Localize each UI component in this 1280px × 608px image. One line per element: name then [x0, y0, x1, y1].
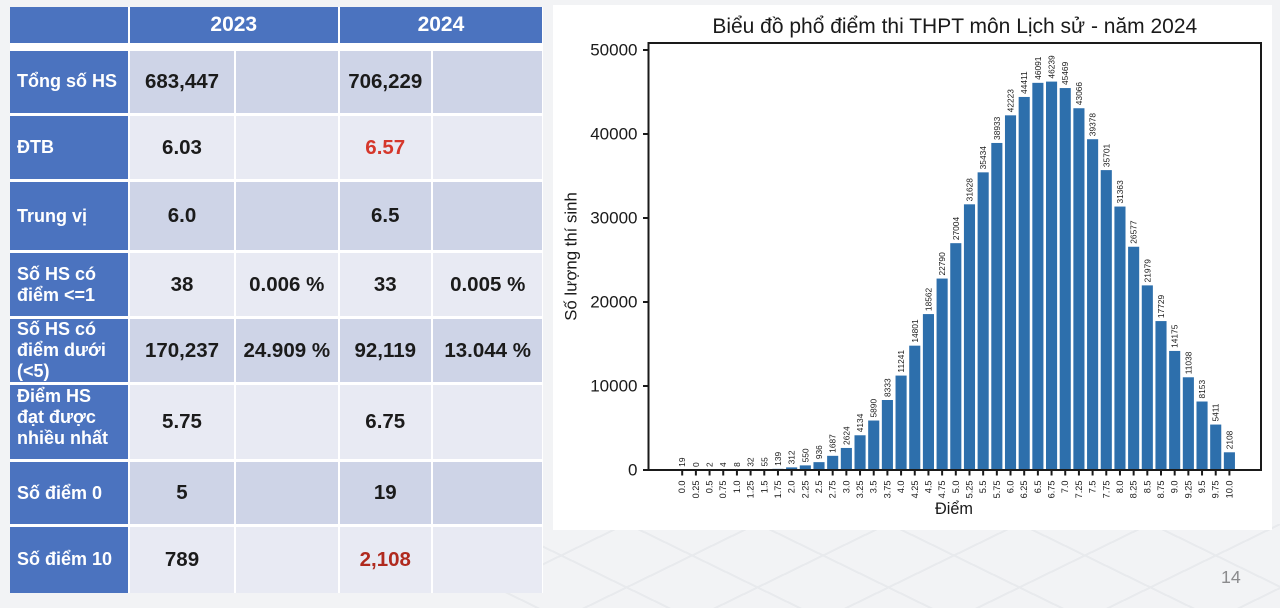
- svg-text:7.0: 7.0: [1060, 481, 1070, 494]
- svg-text:Biểu đồ phổ điểm thi THPT môn: Biểu đồ phổ điểm thi THPT môn Lịch sử - …: [712, 15, 1197, 38]
- svg-text:4: 4: [718, 462, 728, 467]
- svg-text:2.75: 2.75: [828, 481, 838, 499]
- svg-text:Số lượng thí sinh: Số lượng thí sinh: [562, 192, 581, 321]
- svg-text:8.25: 8.25: [1129, 481, 1139, 499]
- svg-text:4.25: 4.25: [910, 481, 920, 499]
- svg-text:43066: 43066: [1074, 82, 1084, 106]
- svg-text:3.75: 3.75: [882, 481, 892, 499]
- svg-text:46091: 46091: [1033, 56, 1043, 80]
- svg-text:3.0: 3.0: [841, 481, 851, 494]
- svg-text:1687: 1687: [828, 434, 838, 453]
- svg-text:10.0: 10.0: [1224, 481, 1234, 499]
- svg-text:4134: 4134: [855, 413, 865, 432]
- svg-text:936: 936: [814, 445, 824, 459]
- svg-text:5.0: 5.0: [951, 481, 961, 494]
- svg-text:46239: 46239: [1047, 55, 1057, 79]
- svg-text:7.5: 7.5: [1088, 481, 1098, 494]
- svg-text:6.0: 6.0: [1006, 481, 1016, 494]
- svg-text:139: 139: [773, 452, 783, 466]
- svg-text:0.0: 0.0: [677, 481, 687, 494]
- svg-text:11038: 11038: [1183, 351, 1193, 374]
- svg-text:42223: 42223: [1006, 89, 1016, 113]
- svg-text:4.5: 4.5: [923, 481, 933, 494]
- svg-text:2.5: 2.5: [814, 481, 824, 494]
- svg-text:14801: 14801: [910, 319, 920, 343]
- svg-text:5890: 5890: [869, 399, 879, 418]
- svg-text:2624: 2624: [841, 426, 851, 445]
- svg-text:45469: 45469: [1060, 61, 1070, 85]
- svg-text:38933: 38933: [992, 116, 1002, 140]
- svg-text:9.0: 9.0: [1170, 481, 1180, 494]
- svg-text:30000: 30000: [590, 209, 637, 228]
- svg-text:18562: 18562: [923, 287, 933, 311]
- svg-text:6.25: 6.25: [1019, 481, 1029, 499]
- svg-text:2.25: 2.25: [800, 481, 810, 499]
- svg-text:40000: 40000: [590, 125, 637, 144]
- svg-text:35434: 35434: [978, 146, 988, 170]
- svg-text:Điểm: Điểm: [935, 500, 973, 518]
- svg-text:27004: 27004: [951, 217, 961, 241]
- svg-text:8153: 8153: [1197, 380, 1207, 399]
- svg-text:8.5: 8.5: [1142, 481, 1152, 494]
- svg-text:5.5: 5.5: [978, 481, 988, 494]
- svg-text:6.75: 6.75: [1047, 481, 1057, 499]
- svg-text:9.75: 9.75: [1211, 481, 1221, 499]
- svg-text:5.25: 5.25: [964, 481, 974, 499]
- svg-text:8.75: 8.75: [1156, 481, 1166, 499]
- svg-text:14175: 14175: [1170, 324, 1180, 348]
- svg-text:312: 312: [787, 450, 797, 464]
- svg-text:3.25: 3.25: [855, 481, 865, 499]
- svg-text:0: 0: [628, 461, 637, 480]
- svg-text:0.25: 0.25: [691, 481, 701, 499]
- svg-text:31628: 31628: [964, 178, 974, 202]
- svg-text:4.0: 4.0: [896, 481, 906, 494]
- svg-text:55: 55: [759, 457, 769, 467]
- svg-text:1.75: 1.75: [773, 481, 783, 499]
- svg-text:4.75: 4.75: [937, 481, 947, 499]
- svg-text:2108: 2108: [1224, 430, 1234, 449]
- svg-text:2: 2: [705, 462, 715, 467]
- svg-text:35701: 35701: [1101, 143, 1111, 167]
- svg-text:11241: 11241: [896, 350, 906, 373]
- svg-text:0.75: 0.75: [718, 481, 728, 499]
- svg-text:7.25: 7.25: [1074, 481, 1084, 499]
- svg-text:39378: 39378: [1088, 113, 1098, 137]
- svg-text:26577: 26577: [1129, 220, 1139, 244]
- svg-text:1.0: 1.0: [732, 481, 742, 494]
- svg-text:20000: 20000: [590, 293, 637, 312]
- svg-text:44411: 44411: [1019, 71, 1029, 94]
- svg-text:3.5: 3.5: [869, 481, 879, 494]
- svg-text:1.25: 1.25: [746, 481, 756, 499]
- svg-text:8333: 8333: [882, 378, 892, 397]
- svg-text:19: 19: [677, 457, 687, 467]
- svg-text:32: 32: [746, 457, 756, 467]
- svg-text:22790: 22790: [937, 252, 947, 276]
- svg-text:5411: 5411: [1211, 403, 1221, 421]
- svg-text:9.25: 9.25: [1183, 481, 1193, 499]
- svg-text:0: 0: [691, 462, 701, 467]
- svg-text:0.5: 0.5: [705, 481, 715, 494]
- svg-text:21979: 21979: [1142, 259, 1152, 283]
- svg-text:50000: 50000: [590, 41, 637, 60]
- svg-text:1.5: 1.5: [759, 481, 769, 494]
- svg-text:5.75: 5.75: [992, 481, 1002, 499]
- svg-text:550: 550: [800, 448, 810, 462]
- svg-text:2.0: 2.0: [787, 481, 797, 494]
- svg-text:8.0: 8.0: [1115, 481, 1125, 494]
- svg-text:6.5: 6.5: [1033, 481, 1043, 494]
- svg-text:31363: 31363: [1115, 180, 1125, 204]
- svg-text:10000: 10000: [590, 377, 637, 396]
- svg-text:17729: 17729: [1156, 294, 1166, 318]
- svg-text:8: 8: [732, 462, 742, 467]
- svg-text:7.75: 7.75: [1101, 481, 1111, 499]
- svg-text:9.5: 9.5: [1197, 481, 1207, 494]
